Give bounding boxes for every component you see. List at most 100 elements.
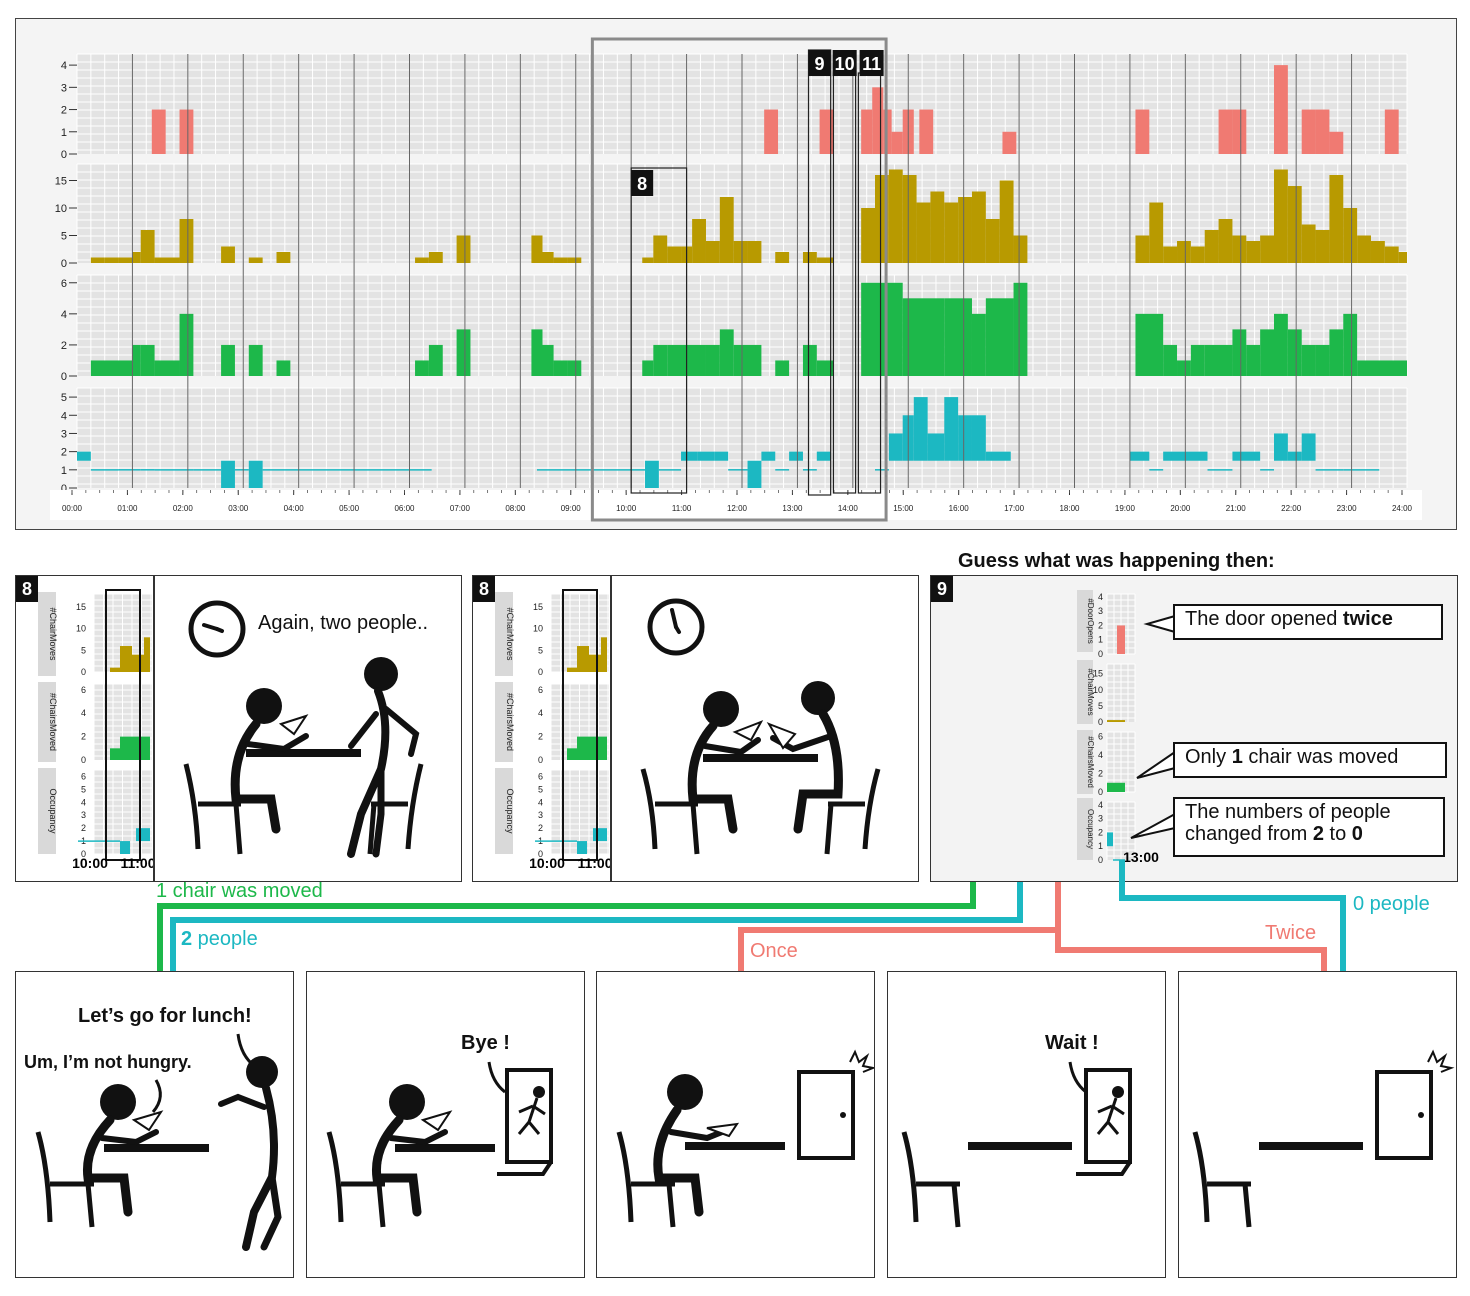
label-two-people: 2 people [181, 928, 258, 951]
y-tick-label: 0 [1098, 717, 1103, 727]
bar [120, 736, 132, 760]
bar [642, 257, 654, 263]
speech-lunch: Let’s go for lunch! [78, 1005, 252, 1027]
y-tick-label: 5 [1098, 701, 1103, 711]
bar [415, 360, 429, 376]
bar [276, 252, 291, 263]
bar [1315, 109, 1330, 154]
occupancy-bar [221, 460, 235, 488]
y-tick-label: 4 [1098, 750, 1103, 760]
facet-label: #ChairMoves [505, 607, 515, 661]
occupancy-bar [645, 460, 659, 488]
bar [428, 344, 443, 376]
callout-door-opened: The door opened twice [1173, 604, 1443, 640]
y-tick-label: 6 [61, 278, 67, 290]
bar [733, 344, 762, 376]
bar [415, 257, 429, 263]
bar [1287, 329, 1302, 376]
bar [1163, 344, 1178, 376]
x-tick-label: 21:00 [1226, 504, 1247, 513]
x-tick-label: 12:00 [727, 504, 748, 513]
y-tick-label: 4 [538, 797, 543, 807]
green-connector [157, 882, 976, 972]
facet-strip [38, 768, 56, 854]
speech-wait: Wait ! [1045, 1032, 1099, 1054]
x-tick-label: 09:00 [561, 504, 582, 513]
speech-bye: Bye ! [461, 1032, 510, 1054]
x-tick-label: 00:00 [62, 504, 83, 513]
label-once: Once [750, 940, 798, 962]
occupancy-bar [248, 460, 263, 488]
bar [642, 360, 654, 376]
bar [1246, 241, 1261, 263]
bar [775, 252, 790, 263]
marker-label: 10 [835, 54, 855, 74]
bar [985, 298, 1014, 376]
y-tick-label: 1 [1098, 635, 1103, 645]
bar [140, 230, 155, 263]
bar [132, 344, 141, 376]
bar [1177, 241, 1191, 263]
y-tick-label: 6 [1098, 732, 1103, 742]
y-tick-label: 4 [538, 708, 543, 718]
bar [118, 257, 133, 263]
facet-strip [1077, 730, 1093, 794]
y-tick-label: 6 [538, 771, 543, 781]
facet-label: #ChairsMoved [1086, 736, 1095, 788]
bar [747, 241, 762, 263]
bar [248, 257, 263, 263]
bar [719, 329, 734, 376]
label-twice: Twice [1265, 922, 1317, 944]
comic-panel-1: Let’s go for lunch! Um, I’m not hungry. [15, 971, 294, 1278]
bar [248, 344, 263, 376]
bar [971, 313, 986, 376]
facet-label: #DoorOpens [1086, 598, 1095, 643]
bar [1117, 625, 1125, 654]
callout-people-changed: The numbers of people changed from 2 to … [1173, 797, 1445, 857]
y-tick-label: 10 [1093, 685, 1103, 695]
bar [1013, 235, 1028, 263]
comic-panel-4: Wait ! [887, 971, 1166, 1278]
bar [802, 344, 817, 376]
y-tick-label: 4 [1098, 800, 1103, 810]
bar [930, 191, 945, 263]
bar [985, 219, 1000, 263]
callout-text: The door opened [1185, 608, 1343, 630]
y-tick-label: 0 [538, 755, 543, 765]
y-tick-label: 5 [81, 784, 86, 794]
occupancy-bar [697, 451, 715, 461]
marker-label: 11 [862, 54, 881, 74]
y-tick-label: 4 [61, 60, 67, 72]
y-tick-label: 0 [1098, 649, 1103, 659]
y-tick-label: 4 [81, 708, 86, 718]
bar [1218, 219, 1233, 263]
bar [733, 241, 748, 263]
facet-label: #ChairMoves [1086, 668, 1095, 715]
bar [1329, 175, 1344, 263]
bar [888, 169, 903, 263]
callout-text: changed from [1185, 823, 1313, 845]
bar [567, 667, 577, 672]
occupancy-bar [913, 397, 928, 461]
bar [919, 109, 934, 154]
bar [1329, 131, 1344, 154]
bar [1002, 131, 1017, 154]
callout-pointer [1143, 615, 1176, 633]
bar [1135, 109, 1150, 154]
occupancy-bar [761, 451, 776, 461]
bar [705, 241, 720, 263]
comic-panel-3 [596, 971, 875, 1278]
bar [1329, 329, 1344, 376]
y-tick-label: 3 [61, 82, 67, 94]
main-chart: 0 1 2 3 4 0 5 10 15 0 2 4 6 0 1 2 3 4 5 00:00 01:00 02:00 03:0… [50, 37, 1422, 522]
y-tick-label: 2 [1098, 827, 1103, 837]
facet-label: #ChairsMoved [48, 693, 58, 751]
marker-badge [832, 50, 857, 76]
y-tick-label: 0 [538, 667, 543, 677]
bar [456, 329, 471, 376]
occupancy-bar [971, 415, 986, 461]
bar [1384, 109, 1399, 154]
thought-text: Again, two people.. [258, 612, 429, 634]
clock-icon [188, 600, 246, 658]
